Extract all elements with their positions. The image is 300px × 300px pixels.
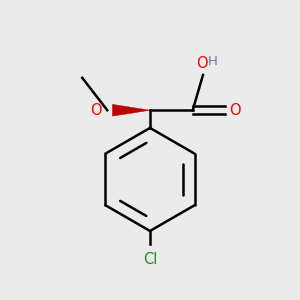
Text: O: O [196,56,207,71]
Text: H: H [208,55,218,68]
Text: Cl: Cl [143,252,157,267]
Text: O: O [90,103,102,118]
Polygon shape [112,104,150,116]
Text: O: O [230,103,241,118]
